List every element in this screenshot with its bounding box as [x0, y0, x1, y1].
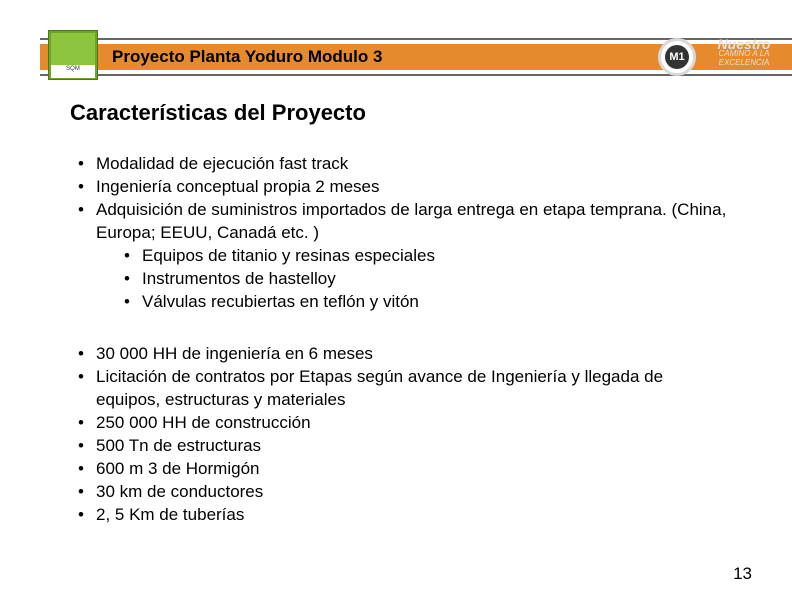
list-item: Instrumentos de hastelloy: [124, 267, 732, 290]
header-side-small: CAMINO A LA EXCELENCIA: [702, 49, 786, 67]
list-item: Modalidad de ejecución fast track: [78, 152, 732, 175]
page-number: 13: [733, 564, 752, 584]
list-item-text: Adquisición de suministros importados de…: [96, 200, 726, 242]
list-item-text: 30 000 HH de ingeniería en 6 meses: [96, 344, 373, 363]
slide-header: SQM Proyecto Planta Yoduro Modulo 3 M1 N…: [0, 38, 792, 78]
sqm-logo-icon: [51, 33, 95, 65]
slide-title: Proyecto Planta Yoduro Modulo 3: [112, 44, 382, 70]
list-item: Ingeniería conceptual propia 2 meses: [78, 175, 732, 198]
list-item: 2, 5 Km de tuberías: [78, 503, 732, 526]
list-item-text: 500 Tn de estructuras: [96, 436, 261, 455]
header-side-big: Nuestro: [702, 40, 786, 49]
list-item: Licitación de contratos por Etapas según…: [78, 365, 732, 411]
list-item-text: 2, 5 Km de tuberías: [96, 505, 244, 524]
list-item-text: Ingeniería conceptual propia 2 meses: [96, 177, 380, 196]
list-item-text: Modalidad de ejecución fast track: [96, 154, 348, 173]
m1-badge: M1: [658, 38, 696, 76]
list-item-text: Válvulas recubiertas en teflón y vitón: [142, 292, 419, 311]
sqm-logo-text: SQM: [51, 65, 95, 78]
list-item: 30 000 HH de ingeniería en 6 meses: [78, 342, 732, 365]
list-item-text: 30 km de conductores: [96, 482, 263, 501]
sqm-logo: SQM: [48, 30, 98, 80]
header-side-text: Nuestro CAMINO A LA EXCELENCIA: [702, 40, 786, 67]
list-item: 600 m 3 de Hormigón: [78, 457, 732, 480]
list-item: 30 km de conductores: [78, 480, 732, 503]
bullet-block-2: 30 000 HH de ingeniería en 6 meses Licit…: [78, 342, 732, 526]
list-item: Válvulas recubiertas en teflón y vitón: [124, 290, 732, 313]
list-item-text: 600 m 3 de Hormigón: [96, 459, 259, 478]
list-item-text: 250 000 HH de construcción: [96, 413, 311, 432]
bullet-block-1: Modalidad de ejecución fast track Ingeni…: [78, 152, 732, 313]
list-item-text: Equipos de titanio y resinas especiales: [142, 246, 435, 265]
list-item: 250 000 HH de construcción: [78, 411, 732, 434]
list-item: 500 Tn de estructuras: [78, 434, 732, 457]
list-item: Adquisición de suministros importados de…: [78, 198, 732, 313]
m1-badge-text: M1: [665, 45, 689, 69]
list-item: Equipos de titanio y resinas especiales: [124, 244, 732, 267]
list-item-text: Instrumentos de hastelloy: [142, 269, 336, 288]
list-item-text: Licitación de contratos por Etapas según…: [96, 367, 663, 409]
section-title: Características del Proyecto: [70, 100, 366, 126]
